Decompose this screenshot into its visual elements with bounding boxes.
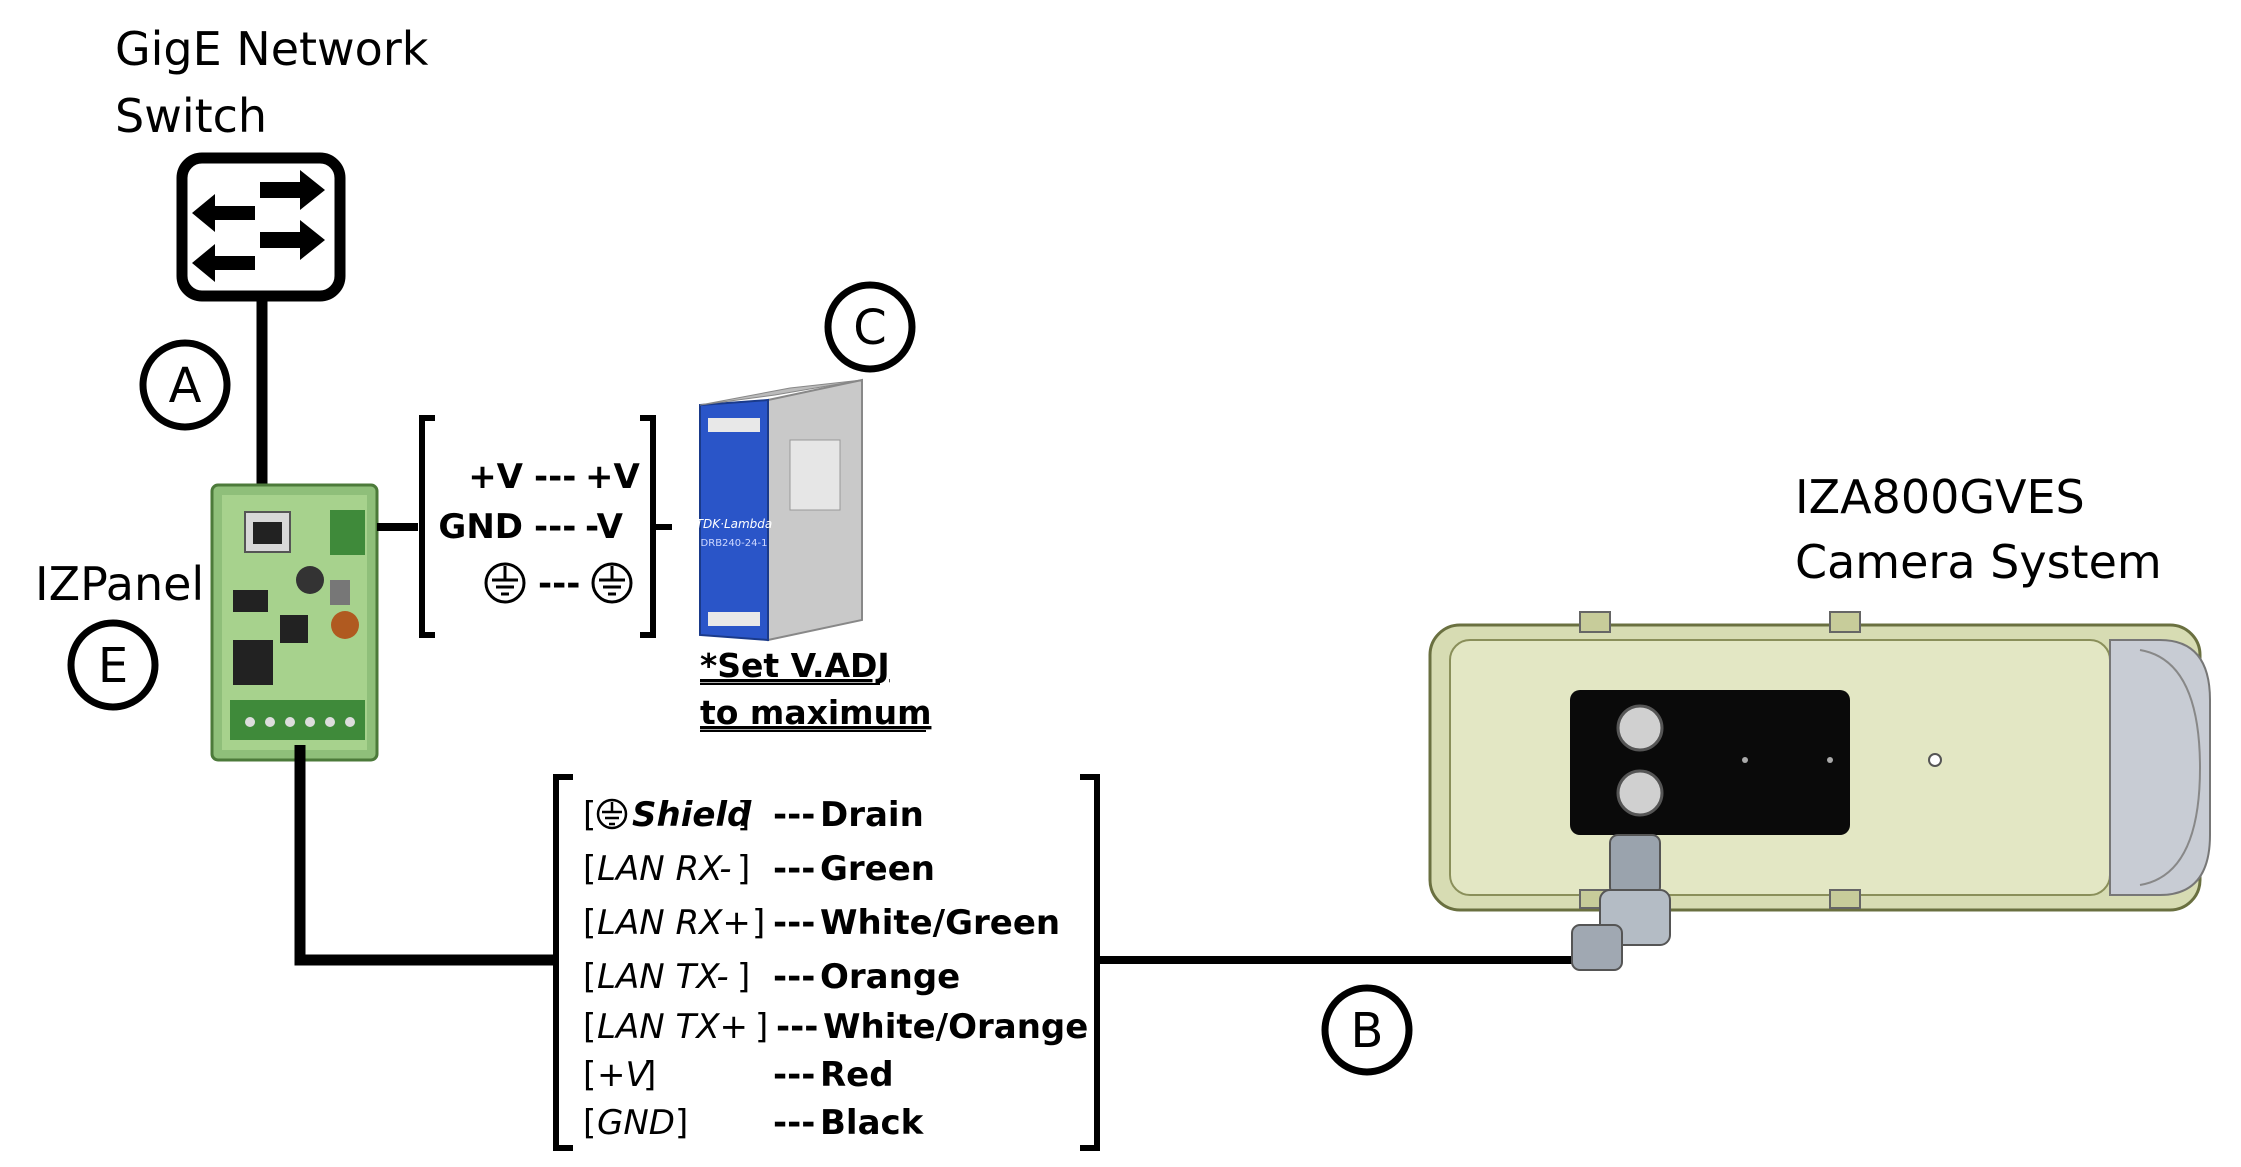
network-switch-icon — [176, 152, 346, 302]
power-left-2: GND — [438, 507, 523, 547]
switch-title-line1: GigE Network — [115, 22, 429, 76]
cable-open-7: [ — [583, 1103, 596, 1143]
power-row-2: GND --- -V — [438, 507, 623, 547]
cable-open-1: [ — [583, 795, 596, 835]
cable-signal-1: Shield — [632, 795, 752, 835]
badge-c: C — [824, 281, 916, 373]
camera-housing — [1428, 611, 2211, 912]
cable-signal-6: +V — [597, 1055, 651, 1095]
cable-signal-7: GND — [597, 1103, 675, 1143]
ground-icon — [596, 798, 628, 830]
power-bracket-left — [419, 415, 435, 638]
cable-sep-5: --- — [776, 1007, 818, 1047]
cable-signal-2: LAN RX- — [597, 849, 732, 889]
cable-color-4: Orange — [820, 957, 960, 997]
power-row-1: +V --- +V — [468, 457, 640, 497]
psu-brand: TDK·Lambda — [696, 517, 773, 531]
panel-title: IZPanel — [35, 557, 204, 611]
switch-title-line2: Switch — [115, 89, 267, 143]
badge-a: A — [139, 339, 231, 431]
cable-close-6: ] — [643, 1055, 656, 1095]
cable-close-4: ] — [737, 957, 750, 997]
cable-sep-7: --- — [773, 1103, 815, 1143]
camera-title-line1: IZA800GVES — [1795, 470, 2085, 524]
cable-color-7: Black — [820, 1103, 925, 1143]
cable-bracket-right — [1080, 774, 1100, 1151]
cable-row-2: [ LAN RX- ] --- Green — [583, 849, 935, 889]
cable-color-5: White/Orange — [823, 1007, 1088, 1047]
panel-cable — [294, 745, 553, 966]
cable-open-6: [ — [583, 1055, 596, 1095]
badge-e: E — [67, 619, 159, 711]
badge-e-label: E — [98, 638, 128, 694]
power-sep-2: --- — [534, 507, 576, 547]
cable-color-3: White/Green — [820, 903, 1060, 943]
cable-row-4: [ LAN TX- ] --- Orange — [583, 957, 960, 997]
cable-row-6: [ +V ] --- Red — [583, 1055, 894, 1095]
cable-row-7: [ GND ] --- Black — [583, 1103, 925, 1143]
camera-connector — [1571, 834, 1671, 971]
cable-close-5: ] — [755, 1007, 768, 1047]
power-supply: TDK·Lambda DRB240-24-1 — [696, 378, 863, 642]
power-sep-3: --- — [538, 564, 580, 604]
cable-sep-2: --- — [773, 849, 815, 889]
badge-b-label: B — [1351, 1003, 1384, 1059]
ground-icon — [484, 562, 526, 604]
cable-row-3: [ LAN RX+ ] --- White/Green — [583, 903, 1060, 943]
cable-color-2: Green — [820, 849, 935, 889]
camera-title-line2: Camera System — [1795, 535, 2162, 589]
cable-signal-5: LAN TX+ — [597, 1007, 748, 1047]
cable-signal-4: LAN TX- — [597, 957, 729, 997]
cable-sep-4: --- — [773, 957, 815, 997]
cable-close-1: ] — [737, 795, 750, 835]
cable-signal-3: LAN RX+ — [597, 903, 751, 943]
cable-open-2: [ — [583, 849, 596, 889]
cable-sep-6: --- — [773, 1055, 815, 1095]
cable-close-7: ] — [675, 1103, 688, 1143]
cable-sep-3: --- — [773, 903, 815, 943]
power-left-1: +V — [468, 457, 523, 497]
cable-open-5: [ — [583, 1007, 596, 1047]
psu-model: DRB240-24-1 — [701, 538, 768, 549]
cable-sep-1: --- — [773, 795, 815, 835]
psu-note-line1: *Set V.ADJ — [700, 646, 890, 685]
cable-row-1: [ Shield ] --- Drain — [583, 795, 924, 835]
izpanel-board — [210, 483, 379, 762]
badge-a-label: A — [169, 358, 202, 414]
power-row-3: --- — [484, 562, 633, 604]
power-bracket-right — [640, 415, 656, 638]
cable-row-5: [ LAN TX+ ] --- White/Orange — [583, 1007, 1088, 1047]
cable-color-1: Drain — [820, 795, 924, 835]
cable-close-3: ] — [752, 903, 765, 943]
badge-c-label: C — [853, 300, 887, 356]
ground-icon — [591, 562, 633, 604]
power-right-1: +V — [585, 457, 640, 497]
cable-color-6: Red — [820, 1055, 894, 1095]
psu-note-line2: to maximum — [700, 693, 931, 732]
cable-open-3: [ — [583, 903, 596, 943]
cable-open-4: [ — [583, 957, 596, 997]
cable-bracket-left — [553, 774, 573, 1151]
power-right-2: -V — [585, 507, 624, 547]
power-sep-1: --- — [534, 457, 576, 497]
cable-close-2: ] — [737, 849, 750, 889]
badge-b: B — [1321, 984, 1413, 1076]
